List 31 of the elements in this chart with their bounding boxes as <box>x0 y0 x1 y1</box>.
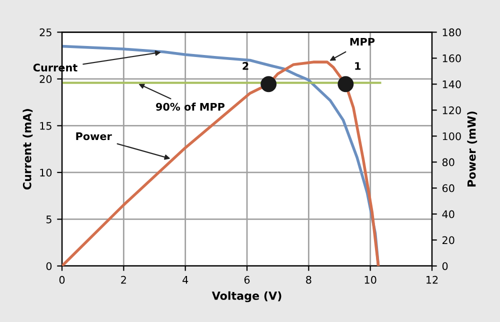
y2-tick-label: 160 <box>442 54 461 62</box>
x-tick-label: 12 <box>426 276 438 284</box>
y2-tick-label: 80 <box>442 158 454 166</box>
y-tick-label: 0 <box>46 262 52 270</box>
y-tick-label: 5 <box>46 216 52 224</box>
x-tick-label: 6 <box>244 276 250 284</box>
x-tick-label: 10 <box>364 276 376 284</box>
annotation: 90% of MPP <box>156 102 225 111</box>
annotation: 2 <box>242 62 248 70</box>
y-axis-title: Current (mA) <box>22 109 33 190</box>
y2-tick-label: 180 <box>442 28 461 36</box>
x-axis-title: Voltage (V) <box>212 291 282 302</box>
y2-tick-label: 0 <box>442 262 448 270</box>
y-tick-label: 10 <box>40 168 52 177</box>
y2-tick-label: 60 <box>442 184 454 192</box>
y2-tick-label: 40 <box>442 210 454 218</box>
annotation: MPP <box>350 38 375 46</box>
annotation: 1 <box>355 62 361 70</box>
x-tick-label: 8 <box>306 276 312 284</box>
y2-tick-label: 140 <box>442 80 461 88</box>
y-tick-label: 20 <box>40 75 52 84</box>
y2-tick-label: 20 <box>442 236 454 244</box>
x-tick-label: 4 <box>182 276 188 284</box>
x-tick-label: 2 <box>121 276 126 284</box>
annotation: Power <box>76 132 112 140</box>
y2-tick-label: 100 <box>442 132 461 140</box>
y2-tick-label: 120 <box>442 106 461 114</box>
y-tick-label: 25 <box>40 28 52 36</box>
x-tick-label: 0 <box>59 276 65 284</box>
y2-axis-title: Power (mW) <box>467 112 478 187</box>
y-tick-label: 15 <box>40 122 52 130</box>
